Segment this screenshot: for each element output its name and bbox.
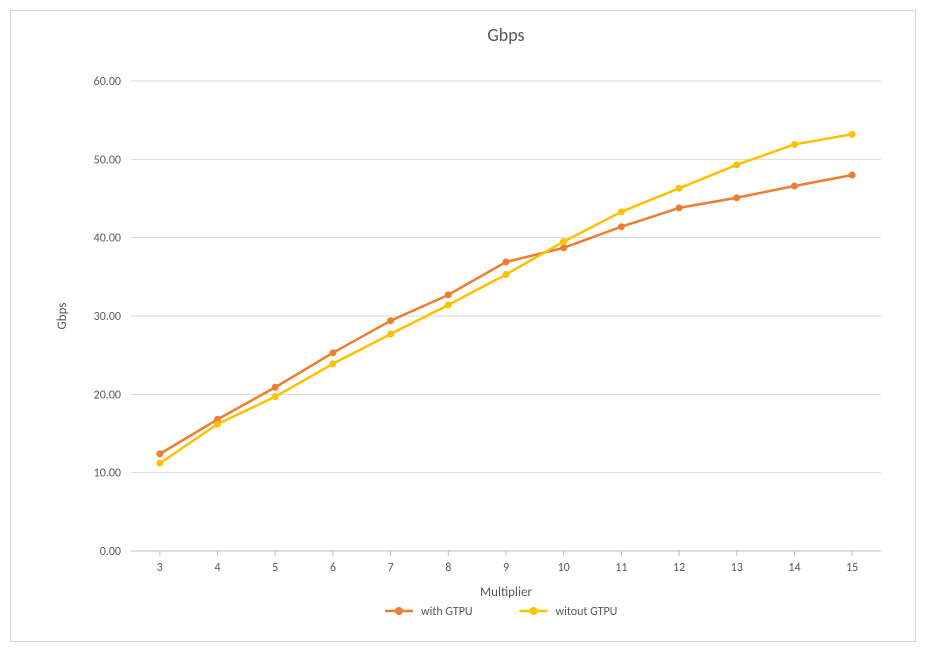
- chart-container: Gbps 0.00 10.00 20.00 30.00 40.00 50.00 60.00 3 4…: [0, 0, 926, 652]
- series-line-1: [160, 134, 852, 463]
- chart-border: Gbps 0.00 10.00 20.00 30.00 40.00 50.00 60.00 3 4…: [10, 10, 916, 642]
- x-tick-label: 5: [272, 561, 278, 575]
- legend-marker: [395, 607, 403, 615]
- series-marker: [733, 161, 740, 168]
- legend-label: with GTPU: [421, 605, 473, 619]
- x-tick-label: 3: [157, 561, 163, 575]
- y-tick-label: 40.00: [94, 232, 121, 246]
- x-tick-label: 12: [673, 561, 685, 575]
- x-tick-label: 8: [445, 561, 451, 575]
- series-marker: [676, 204, 683, 211]
- series-marker: [560, 244, 567, 251]
- gbps-line-chart: Gbps 0.00 10.00 20.00 30.00 40.00 50.00 60.00 3 4…: [11, 11, 915, 641]
- x-tick-label: 9: [503, 561, 509, 575]
- x-tick-label: 7: [388, 561, 394, 575]
- y-axis-title: Gbps: [55, 303, 70, 330]
- series-marker: [560, 238, 567, 245]
- series-marker: [503, 258, 510, 265]
- series-marker: [849, 172, 856, 179]
- legend-marker: [530, 607, 538, 615]
- series-marker: [618, 208, 625, 215]
- series-marker: [387, 331, 394, 338]
- series-marker: [387, 317, 394, 324]
- x-tick-label: 10: [558, 561, 570, 575]
- y-tick-label: 30.00: [94, 310, 121, 324]
- series-marker: [733, 194, 740, 201]
- x-tick-label: 6: [330, 561, 336, 575]
- x-tick-label: 15: [846, 561, 858, 575]
- x-axis-title: Multiplier: [480, 585, 532, 600]
- y-tick-label: 10.00: [94, 467, 121, 481]
- legend-label: witout GTPU: [556, 605, 618, 619]
- x-tick-label: 4: [214, 561, 220, 575]
- series-marker: [214, 421, 221, 428]
- y-tick-label: 0.00: [100, 545, 121, 559]
- series-marker: [156, 460, 163, 467]
- x-tick-label: 13: [731, 561, 743, 575]
- y-tick-label: 60.00: [94, 75, 121, 89]
- series-marker: [329, 360, 336, 367]
- series-marker: [445, 291, 452, 298]
- y-tick-label: 20.00: [94, 388, 121, 402]
- series-marker: [791, 182, 798, 189]
- series-marker: [849, 131, 856, 138]
- series-marker: [272, 384, 279, 391]
- series-marker: [329, 349, 336, 356]
- series-marker: [503, 271, 510, 278]
- series-marker: [156, 450, 163, 457]
- y-tick-label: 50.00: [94, 153, 121, 167]
- series-marker: [791, 141, 798, 148]
- series-line-0: [160, 175, 852, 454]
- x-tick-label: 11: [615, 561, 627, 575]
- series-marker: [618, 223, 625, 230]
- chart-title: Gbps: [487, 24, 524, 46]
- series-marker: [676, 185, 683, 192]
- series-marker: [445, 302, 452, 309]
- series-marker: [272, 393, 279, 400]
- x-tick-label: 14: [788, 561, 800, 575]
